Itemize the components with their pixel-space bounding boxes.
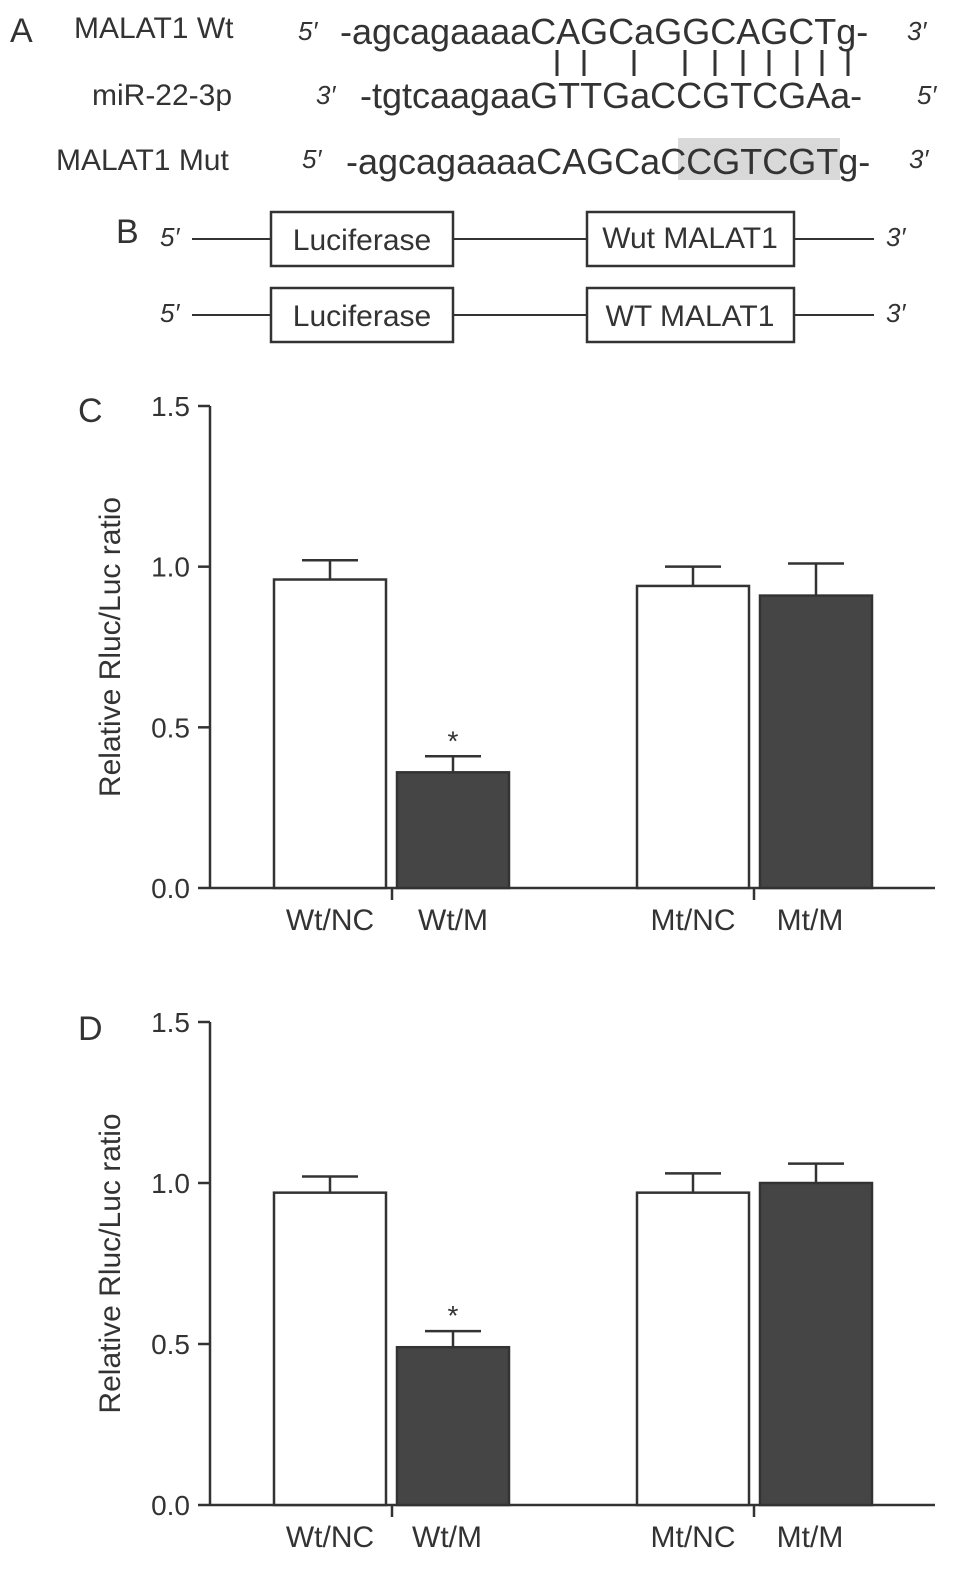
mut-left-end: 5′: [302, 144, 322, 174]
malat1-label: WT MALAT1: [606, 300, 775, 333]
category-label: Wt/NC: [286, 1521, 374, 1554]
chart-panel-c: C 0.0 0.5 1.0 1.5 Relative Rluc/Luc ratio Wt/N…: [78, 391, 935, 937]
y-axis-title: Relative Rluc/Luc ratio: [94, 497, 127, 797]
bar: [395, 1345, 511, 1507]
chart-panel-d: D 0.0 0.5 1.0 1.5 Relative Rluc/Luc ratio Wt/N…: [78, 1007, 935, 1554]
panel-a: A MALAT1 Wt 5′ -agcagaaaaCAGCaGGCAGCTg- …: [10, 11, 937, 182]
construct-wt: 5′ Luciferase Wut MALAT1 3′: [160, 210, 906, 268]
mut-seq-highlight: CCGTCG: [660, 141, 816, 182]
panel-a-label: A: [10, 12, 33, 50]
mut-seq-prefix: -agcagaaaaCAGCa: [346, 141, 661, 182]
mir-left-end: 3′: [316, 80, 336, 110]
y-tick-label: 1.0: [151, 552, 190, 583]
construct-2-left-end: 5′: [160, 298, 180, 328]
category-label: Mt/NC: [651, 904, 736, 937]
y-axis-title: Relative Rluc/Luc ratio: [94, 1113, 127, 1413]
bar: [395, 771, 511, 890]
significance-marker: *: [448, 1300, 459, 1331]
malat1-box: [585, 286, 796, 344]
category-label: Mt/M: [777, 904, 844, 937]
category-label: Mt/NC: [651, 1521, 736, 1554]
category-label: Mt/M: [777, 1521, 844, 1554]
mut-seq-suffix: Tg-: [816, 141, 870, 182]
construct-1-right-end: 3′: [886, 222, 906, 252]
mut-sequence: -agcagaaaaCAGCaCCGTCGTg-: [346, 141, 870, 182]
luciferase-box: [269, 286, 455, 344]
wt-row-name: MALAT1 Wt: [74, 12, 234, 45]
panel-b-label: B: [116, 213, 139, 251]
panel-b: B 5′ Luciferase Wut MALAT1 3′ 5′ Lucifer…: [116, 210, 906, 344]
panel-label: D: [78, 1010, 103, 1048]
base-pair-lines: [555, 50, 850, 76]
bar: [272, 578, 388, 890]
wt-sequence: -agcagaaaaCAGCaGGCAGCTg-: [340, 11, 868, 52]
wt-left-end: 5′: [298, 16, 318, 46]
bar: [758, 1181, 874, 1507]
y-tick-label: 0.5: [151, 712, 190, 743]
luciferase-label: Luciferase: [293, 300, 431, 333]
category-label: Wt/M: [412, 1521, 482, 1554]
mut-row-name: MALAT1 Mut: [56, 144, 229, 177]
panel-label: C: [78, 392, 103, 430]
construct-1-left-end: 5′: [160, 222, 180, 252]
category-label: Wt/M: [418, 904, 488, 937]
bar: [635, 1191, 751, 1507]
mir-right-end: 5′: [917, 80, 937, 110]
y-tick-label: 0.5: [151, 1329, 190, 1360]
y-tick-label: 1.0: [151, 1168, 190, 1199]
mut-right-end: 3′: [909, 144, 929, 174]
luciferase-label: Luciferase: [293, 224, 431, 257]
bar: [758, 594, 874, 890]
y-tick-label: 1.5: [151, 391, 190, 422]
y-tick-label: 0.0: [151, 873, 190, 904]
significance-marker: *: [448, 725, 459, 756]
construct-mut: 5′ Luciferase WT MALAT1 3′: [160, 286, 906, 344]
mir-row-name: miR-22-3p: [92, 79, 232, 112]
mutation-highlight: [678, 138, 840, 180]
construct-2-right-end: 3′: [886, 298, 906, 328]
bar: [635, 584, 751, 890]
bar: [272, 1191, 388, 1507]
malat1-label: Wut MALAT1: [602, 222, 778, 255]
y-tick-label: 1.5: [151, 1007, 190, 1038]
wt-right-end: 3′: [907, 16, 927, 46]
category-label: Wt/NC: [286, 904, 374, 937]
y-tick-label: 0.0: [151, 1490, 190, 1521]
mir-sequence: -tgtcaagaaGTTGaCCGTCGAa-: [360, 75, 862, 116]
